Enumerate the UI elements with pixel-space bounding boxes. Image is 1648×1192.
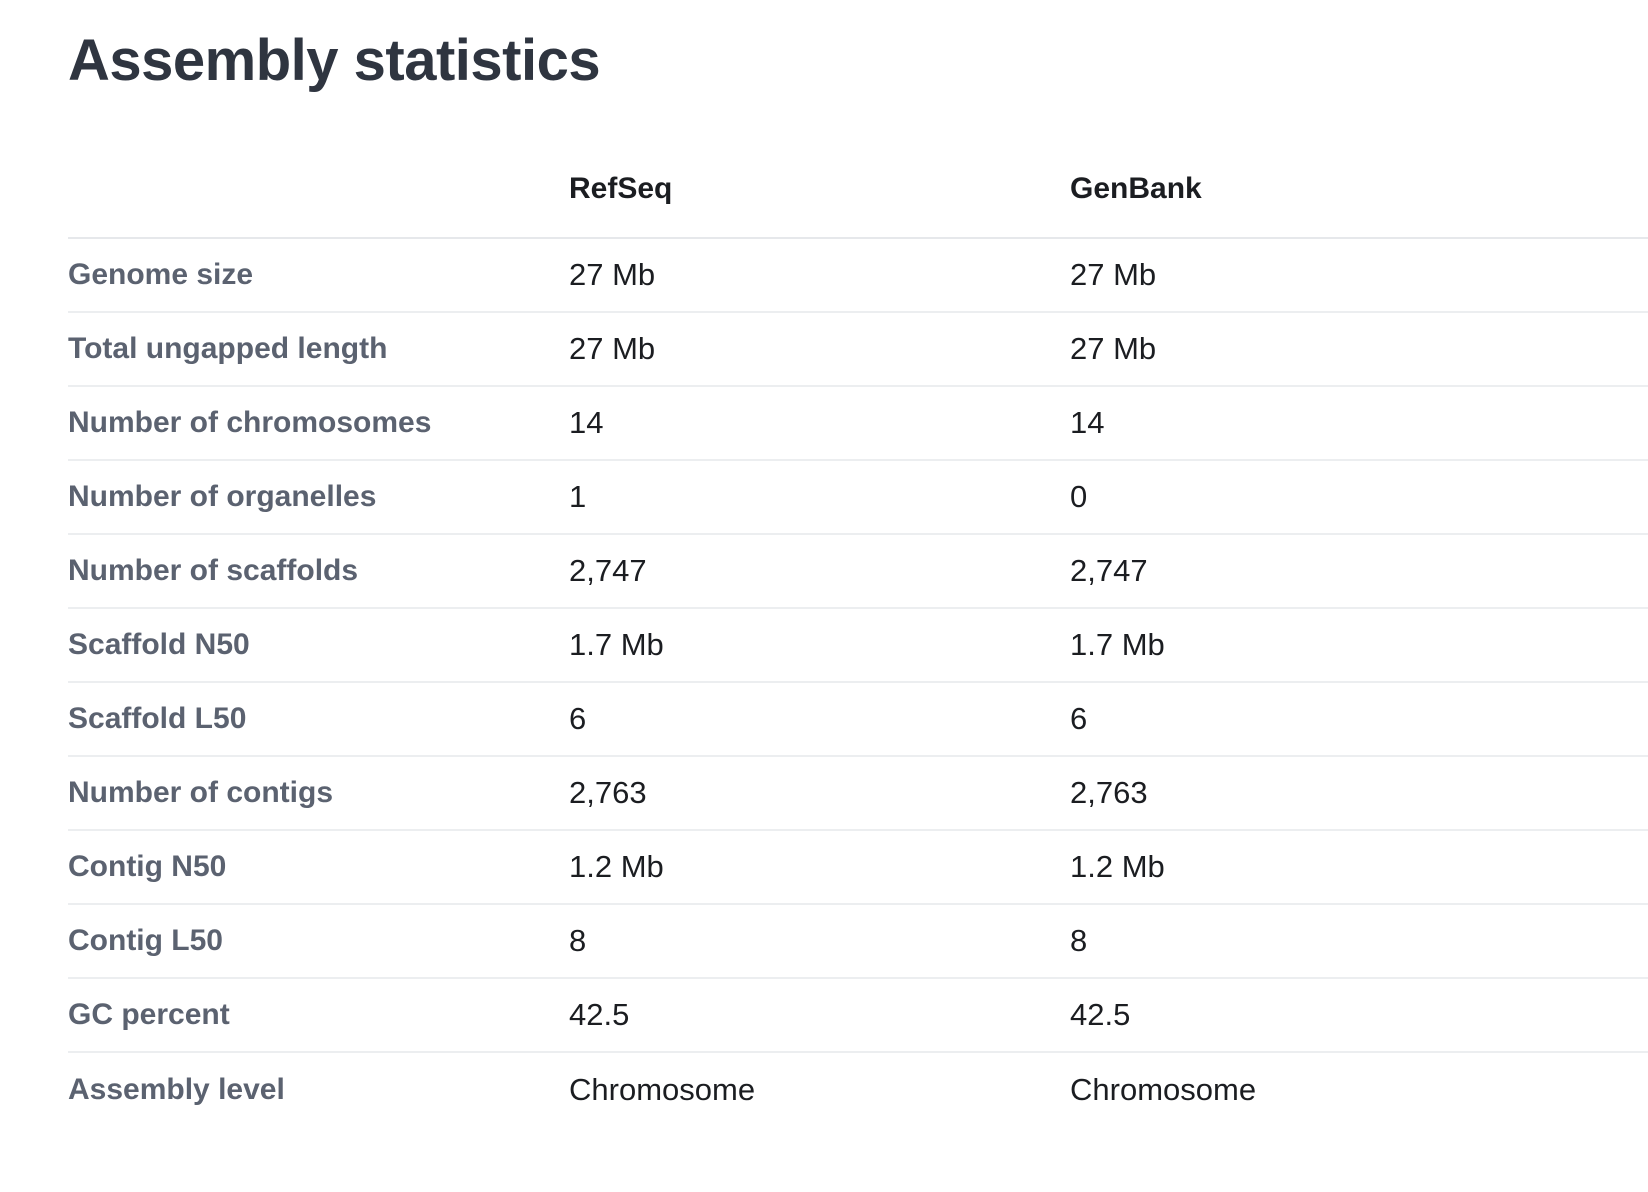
row-label: Number of chromosomes [68,386,569,461]
page-title: Assembly statistics [68,28,601,93]
refseq-value: 1.2 Mb [569,830,1070,905]
genbank-value: 14 [1070,386,1648,461]
genbank-value: 1.7 Mb [1070,608,1648,683]
genbank-value: 2,763 [1070,756,1648,831]
table-row: Total ungapped length 27 Mb 27 Mb [68,312,1648,387]
header-refseq: RefSeq [569,141,1070,239]
refseq-value: 42.5 [569,978,1070,1053]
row-label: Assembly level [68,1072,285,1106]
genbank-value: 8 [1070,904,1648,979]
row-label: Genome size [68,238,569,313]
genbank-value: 27 Mb [1070,238,1648,313]
genbank-value: 6 [1070,682,1648,757]
row-label: Contig N50 [68,830,569,905]
table-row: Scaffold N50 1.7 Mb 1.7 Mb [68,608,1648,683]
refseq-value: 1.7 Mb [569,608,1070,683]
refseq-value: 14 [569,386,1070,461]
refseq-value: 2,747 [569,534,1070,609]
genbank-value: 42.5 [1070,978,1648,1053]
table-row: Number of organelles 1 0 [68,460,1648,535]
genbank-value: 0 [1070,460,1648,535]
row-label: Contig L50 [68,904,569,979]
refseq-value: 27 Mb [569,238,1070,313]
row-label: Scaffold L50 [68,682,569,757]
row-label: Number of scaffolds [68,534,569,609]
row-label: Total ungapped length [68,312,569,387]
genbank-value: 2,747 [1070,534,1648,609]
header-label [68,141,569,239]
refseq-value: 2,763 [569,756,1070,831]
table-row: GC percent 42.5 42.5 [68,978,1648,1053]
table-row: Contig L50 8 8 [68,904,1648,979]
row-label: Number of contigs [68,756,569,831]
assembly-statistics-table: RefSeq GenBank Genome size 27 Mb 27 Mb T… [68,141,1648,1126]
table-row: Number of scaffolds 2,747 2,747 [68,534,1648,609]
table-row: Number of contigs 2,763 2,763 [68,756,1648,831]
row-label: GC percent [68,978,569,1053]
refseq-value: 1 [569,460,1070,535]
table-row: Contig N50 1.2 Mb 1.2 Mb [68,830,1648,905]
refseq-value: 6 [569,682,1070,757]
refseq-value: 8 [569,904,1070,979]
row-label: Scaffold N50 [68,608,569,683]
genbank-value: Chromosome [1070,1071,1257,1107]
table-row: Number of chromosomes 14 14 [68,386,1648,461]
table-header-row: RefSeq GenBank [68,141,1648,239]
header-genbank: GenBank [1070,141,1648,239]
genbank-value: 1.2 Mb [1070,830,1648,905]
refseq-value: Chromosome [569,1071,756,1107]
row-label: Number of organelles [68,460,569,535]
genbank-value: 27 Mb [1070,312,1648,387]
table-row: Genome size 27 Mb 27 Mb [68,238,1648,313]
refseq-value: 27 Mb [569,312,1070,387]
table-row: Scaffold L50 6 6 [68,682,1648,757]
table-row: Assembly level Chromosome Chromosome [68,1052,1648,1126]
